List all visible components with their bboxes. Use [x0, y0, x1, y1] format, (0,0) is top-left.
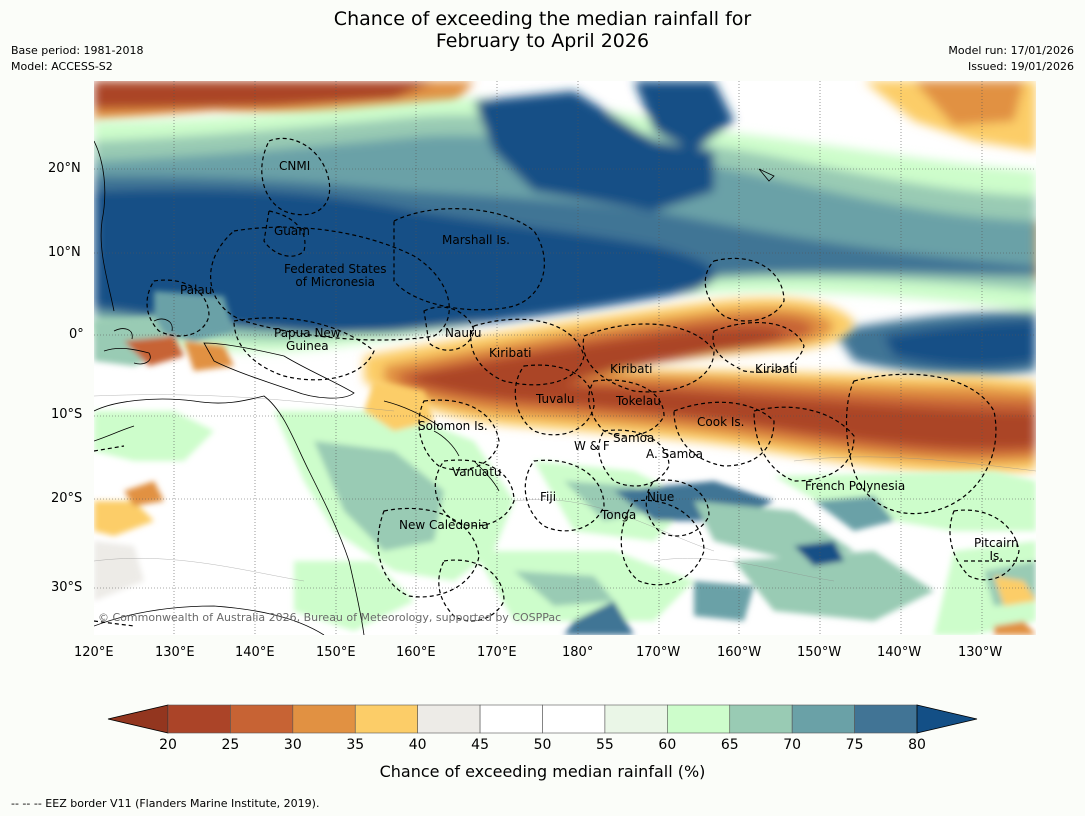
region-label-niue: Niue	[647, 490, 675, 504]
model-run: Model run: 17/01/2026	[948, 44, 1074, 57]
map-title: Chance of exceeding the median rainfall …	[0, 8, 1085, 52]
colorbar-bin	[167, 704, 231, 734]
lon-label-160e: 160°E	[396, 645, 436, 660]
colorbar-bin	[667, 704, 731, 734]
colorbar-bin	[542, 704, 606, 734]
contour-lines	[94, 394, 1036, 582]
region-label-palau: Palau	[180, 283, 213, 297]
region-label-marshall-islands: Marshall Is.	[442, 233, 510, 247]
colorbar-tick-label: 65	[720, 737, 739, 753]
region-label-kiribati-east: Kiribati	[755, 362, 798, 376]
title-line-2: February to April 2026	[435, 30, 650, 52]
colorbar-tick-label: 30	[283, 737, 302, 753]
colorbar-bin	[854, 704, 918, 734]
base-period: Base period: 1981-2018	[11, 44, 144, 57]
eez-borders	[94, 137, 1036, 627]
colorbar-tick-label: 70	[783, 737, 802, 753]
region-label-french-polynesia: French Polynesia	[805, 479, 906, 493]
lon-label-130e: 130°E	[155, 645, 195, 660]
lat-label-equator: 0°	[69, 327, 84, 342]
colorbar-bin	[292, 704, 356, 734]
lat-label-30s: 30°S	[51, 580, 83, 595]
lon-label-170w: 170°W	[636, 645, 681, 660]
region-label-tonga: Tonga	[601, 508, 637, 522]
graticule	[94, 81, 1036, 635]
region-label-micronesia: Federated States of Micronesia	[284, 262, 387, 289]
region-label-cnmi: CNMI	[279, 159, 311, 173]
region-label-american-samoa: A. Samoa	[646, 447, 703, 461]
region-label-wallis-futuna: W & F	[574, 439, 610, 453]
colorbar-bin	[230, 704, 294, 734]
lon-label-140w: 140°W	[877, 645, 922, 660]
region-label-new-caledonia: New Caledonia	[399, 518, 489, 532]
region-label-tuvalu: Tuvalu	[536, 392, 575, 406]
coastlines	[94, 140, 775, 635]
lat-label-10s: 10°S	[51, 407, 83, 422]
colorbar-tick-label: 60	[658, 737, 677, 753]
colorbar-tick-label: 45	[471, 737, 489, 753]
meta-left: Base period: 1981-2018 Model: ACCESS-S2	[11, 43, 143, 75]
lat-label-20n: 20°N	[48, 161, 81, 176]
lon-label-140e: 140°E	[235, 645, 275, 660]
region-label-cook-islands: Cook Is.	[697, 415, 745, 429]
region-label-solomon-islands: Solomon Is.	[418, 419, 488, 433]
region-label-fiji: Fiji	[540, 490, 557, 504]
copyright-credit: © Commonwealth of Australia 2026, Bureau…	[98, 611, 562, 624]
eez-legend-note: -- -- -- EEZ border V11 (Flanders Marine…	[11, 797, 320, 810]
lat-label-10n: 10°N	[48, 245, 81, 260]
lat-label-20s: 20°S	[51, 491, 83, 506]
map-canvas	[94, 81, 1036, 635]
lon-label-130w: 130°W	[958, 645, 1003, 660]
region-label-pitcairn: Pitcairn Is.	[974, 536, 1019, 563]
lon-label-180: 180°	[562, 645, 594, 660]
lon-label-160w: 160°W	[717, 645, 762, 660]
colorbar-tick-label: 75	[845, 737, 864, 753]
region-label-guam: Guam	[274, 224, 310, 238]
region-label-kiribati-west: Kiribati	[489, 346, 532, 360]
colorbar-tick-label: 40	[408, 737, 427, 753]
title-line-1: Chance of exceeding the median rainfall …	[333, 8, 752, 30]
colorbar-tick-label: 35	[346, 737, 365, 753]
lon-label-150e: 150°E	[316, 645, 356, 660]
issued-date: Issued: 19/01/2026	[967, 60, 1074, 73]
lon-label-170e: 170°E	[477, 645, 517, 660]
colorbar-tick-label: 20	[159, 737, 177, 753]
model-name: Model: ACCESS-S2	[11, 60, 113, 73]
lon-label-150w: 150°W	[797, 645, 842, 660]
colorbar-bin	[417, 704, 481, 734]
colorbar-tick-label: 80	[908, 737, 926, 753]
colorbar	[107, 704, 978, 734]
colorbar-tick-label: 55	[595, 737, 614, 753]
field-equatorial-dry	[364, 297, 1036, 475]
lon-label-120e: 120°E	[74, 645, 114, 660]
region-label-samoa: Samoa	[613, 431, 655, 445]
colorbar-bin	[604, 704, 668, 734]
region-label-tokelau: Tokelau	[616, 394, 661, 408]
meta-right: Model run: 17/01/2026 Issued: 19/01/2026	[948, 43, 1074, 75]
region-label-vanuatu: Vanuatu	[452, 465, 502, 479]
region-label-png: Papua New Guinea	[274, 326, 341, 353]
region-label-nauru: Nauru	[445, 326, 482, 340]
colorbar-over-arrow	[916, 704, 978, 734]
colorbar-bin	[791, 704, 855, 734]
colorbar-tick-label: 25	[221, 737, 240, 753]
colorbar-under-arrow	[107, 704, 169, 734]
colorbar-bin	[479, 704, 543, 734]
region-label-kiribati-central: Kiribati	[610, 362, 653, 376]
colorbar-label: Chance of exceeding median rainfall (%)	[379, 762, 706, 781]
rainfall-map: CNMI Guam Marshall Is. Federated States …	[94, 81, 1036, 635]
colorbar-bin	[354, 704, 418, 734]
colorbar-bin	[729, 704, 793, 734]
colorbar-tick-label: 50	[533, 737, 552, 753]
